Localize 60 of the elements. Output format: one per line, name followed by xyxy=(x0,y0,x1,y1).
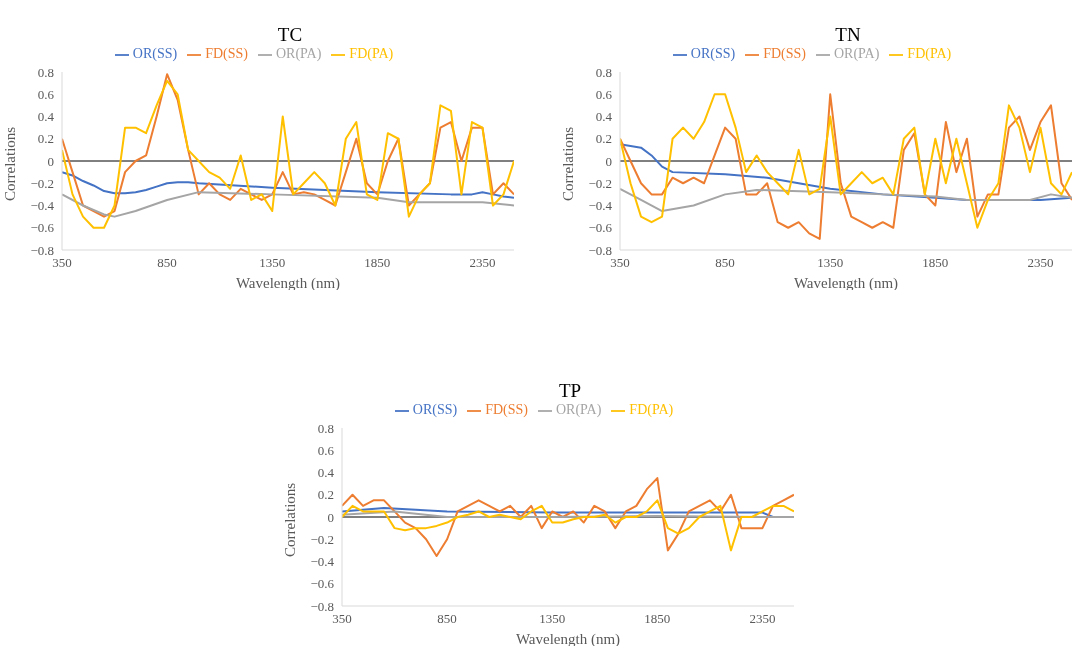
y-tick-label: 0.4 xyxy=(37,109,55,125)
legend-label: FD(PA) xyxy=(349,46,394,61)
x-tick-label: 850 xyxy=(437,611,457,627)
y-axis-title: Correlations xyxy=(2,126,19,201)
y-tick-label: 0 xyxy=(605,153,612,169)
y-tick-label: −0.6 xyxy=(30,220,55,236)
x-tick-label: 1350 xyxy=(259,255,286,271)
y-tick-label: 0.4 xyxy=(595,109,613,125)
y-tick-label: 0.2 xyxy=(37,131,54,147)
y-tick-label: −0.8 xyxy=(310,598,334,614)
x-tick-label: 2350 xyxy=(469,255,496,271)
y-axis-title: Correlations xyxy=(560,126,577,201)
legend-label: FD(PA) xyxy=(629,402,674,417)
y-axis-title: Correlations xyxy=(282,482,299,557)
y-tick-label: 0 xyxy=(327,509,334,525)
chart-title: TP xyxy=(557,380,583,402)
x-tick-label: 1350 xyxy=(817,255,844,271)
legend-label: FD(SS) xyxy=(485,402,528,417)
y-tick-label: −0.4 xyxy=(588,198,613,214)
y-tick-label: 0.6 xyxy=(317,442,335,458)
legend-label: FD(PA) xyxy=(907,46,952,61)
y-tick-label: 0.6 xyxy=(37,86,55,102)
y-tick-label: −0.6 xyxy=(310,576,335,592)
chart-title: TN xyxy=(834,24,862,46)
x-tick-label: 350 xyxy=(52,255,72,271)
chart-title: TC xyxy=(276,24,304,46)
x-tick-label: 1850 xyxy=(364,255,391,271)
legend-label: OR(PA) xyxy=(555,402,602,417)
x-tick-label: 2350 xyxy=(1027,255,1054,271)
legend-label: OR(SS) xyxy=(412,402,458,417)
y-tick-label: −0.6 xyxy=(588,220,613,236)
y-tick-label: −0.8 xyxy=(588,242,612,258)
y-tick-label: 0.6 xyxy=(595,86,613,102)
y-tick-label: −0.2 xyxy=(310,531,334,547)
y-tick-label: 0.8 xyxy=(595,64,612,80)
y-tick-label: −0.2 xyxy=(30,175,54,191)
legend-label: OR(PA) xyxy=(833,46,880,61)
x-tick-label: 2350 xyxy=(749,611,776,627)
y-tick-label: 0.2 xyxy=(317,487,334,503)
x-tick-label: 1350 xyxy=(539,611,566,627)
legend-label: FD(SS) xyxy=(205,46,248,61)
x-tick-label: 1850 xyxy=(922,255,949,271)
y-tick-label: −0.4 xyxy=(30,198,55,214)
x-tick-label: 350 xyxy=(332,611,352,627)
x-tick-label: 350 xyxy=(610,255,630,271)
y-tick-label: −0.8 xyxy=(30,242,54,258)
y-tick-label: 0.4 xyxy=(317,465,335,481)
legend-label: OR(SS) xyxy=(132,46,178,61)
y-tick-label: 0.8 xyxy=(37,64,54,80)
y-tick-label: −0.2 xyxy=(588,175,612,191)
x-tick-label: 1850 xyxy=(644,611,671,627)
y-tick-label: 0.8 xyxy=(317,420,334,436)
x-tick-label: 850 xyxy=(157,255,177,271)
y-tick-label: −0.4 xyxy=(310,554,335,570)
x-tick-label: 850 xyxy=(715,255,735,271)
y-tick-label: 0.2 xyxy=(595,131,612,147)
legend-label: OR(SS) xyxy=(690,46,736,61)
legend-label: OR(PA) xyxy=(275,46,322,61)
y-tick-label: 0 xyxy=(47,153,54,169)
legend-label: FD(SS) xyxy=(763,46,806,61)
